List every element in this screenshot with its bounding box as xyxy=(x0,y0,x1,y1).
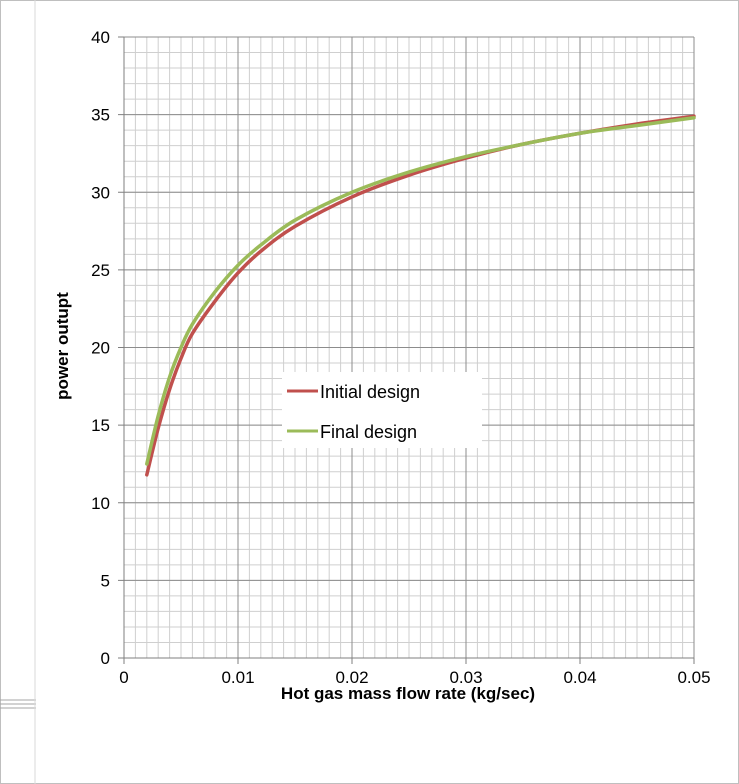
x-tick-label: 0.04 xyxy=(563,668,596,687)
axes xyxy=(118,36,695,664)
x-tick-label: 0.05 xyxy=(677,668,710,687)
series-lines xyxy=(145,114,696,477)
legend: Initial design Final design xyxy=(282,372,482,448)
page-edge-marks xyxy=(0,0,36,784)
y-tick-labels: 0 5 10 15 20 25 30 35 40 xyxy=(91,28,110,668)
y-tick-label: 20 xyxy=(91,339,110,358)
y-tick-label: 30 xyxy=(91,183,110,202)
legend-label-initial: Initial design xyxy=(320,382,420,402)
x-tick-label: 0.03 xyxy=(449,668,482,687)
series-line-1 xyxy=(145,115,696,466)
x-tick-labels: 0 0.01 0.02 0.03 0.04 0.05 xyxy=(119,668,710,687)
legend-box xyxy=(282,372,482,448)
y-tick-label: 5 xyxy=(101,571,110,590)
y-tick-label: 35 xyxy=(91,106,110,125)
y-tick-label: 25 xyxy=(91,261,110,280)
y-tick-label: 0 xyxy=(101,649,110,668)
y-tick-label: 15 xyxy=(91,416,110,435)
x-tick-label: 0.02 xyxy=(335,668,368,687)
x-tick-label: 0.01 xyxy=(221,668,254,687)
x-axis-title: Hot gas mass flow rate (kg/sec) xyxy=(281,684,535,703)
y-tick-label: 40 xyxy=(91,28,110,47)
y-axis-title: power outupt xyxy=(53,292,72,400)
legend-label-final: Final design xyxy=(320,422,417,442)
y-tick-label: 10 xyxy=(91,494,110,513)
x-tick-label: 0 xyxy=(119,668,128,687)
